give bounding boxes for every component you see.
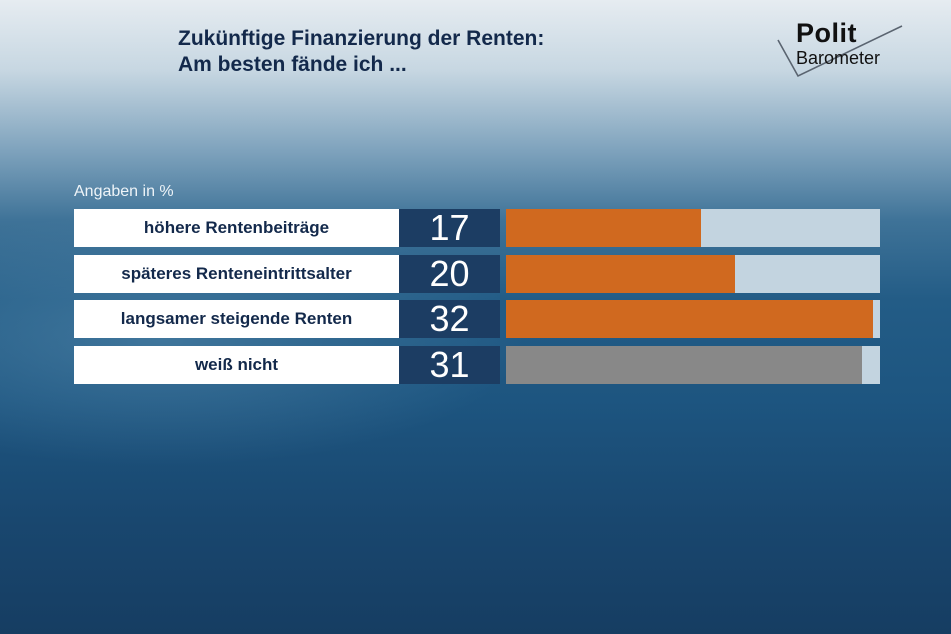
bar-row-3: langsamer steigende Renten 32	[74, 300, 880, 338]
bar-track	[506, 209, 880, 247]
category-label: späteres Renteneintrittsalter	[74, 255, 399, 293]
value-label: 17	[399, 209, 500, 247]
category-label: höhere Rentenbeiträge	[74, 209, 399, 247]
bar	[506, 300, 873, 338]
bar-row-4: weiß nicht 31	[74, 346, 880, 384]
bar-track	[506, 346, 880, 384]
bar-track	[506, 255, 880, 293]
bar	[506, 209, 701, 247]
value-label: 32	[399, 300, 500, 338]
value-label: 31	[399, 346, 500, 384]
title-line-2: Am besten fände ich ...	[178, 53, 407, 76]
bar	[506, 255, 735, 293]
bar-track	[506, 300, 880, 338]
logo-word-polit: Polit	[796, 18, 857, 48]
chart-title: Zukünftige Finanzierung der Renten: Am b…	[178, 26, 544, 78]
category-label: langsamer steigende Renten	[74, 300, 399, 338]
politbarometer-logo: Polit Barometer	[776, 18, 906, 82]
bar	[506, 346, 862, 384]
logo-word-barometer: Barometer	[796, 48, 881, 68]
checkmark-icon	[777, 25, 903, 78]
category-label: weiß nicht	[74, 346, 399, 384]
title-line-1: Zukünftige Finanzierung der Renten:	[178, 27, 545, 50]
bar-row-1: höhere Rentenbeiträge 17	[74, 209, 880, 247]
bar-row-2: späteres Renteneintrittsalter 20	[74, 255, 880, 293]
unit-label: Angaben in %	[74, 183, 174, 200]
value-label: 20	[399, 255, 500, 293]
